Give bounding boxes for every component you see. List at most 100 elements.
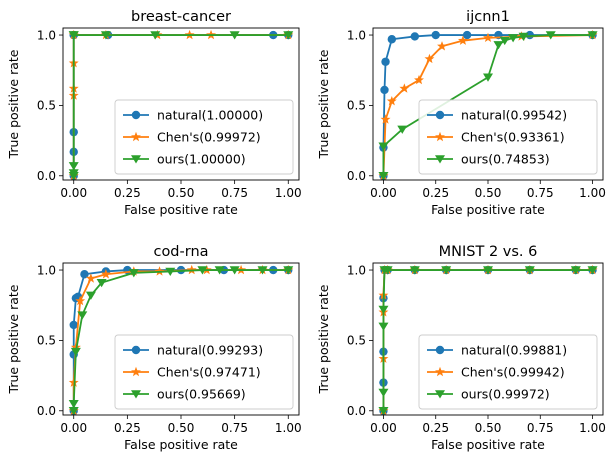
x-tick-label: 0.75 xyxy=(221,421,248,435)
y-axis-label: True positive rate xyxy=(316,284,331,394)
x-tick-label: 0.75 xyxy=(527,421,554,435)
legend-label: natural(0.99542) xyxy=(461,108,567,123)
y-tick-label: 0.0 xyxy=(37,404,56,418)
y-tick-label: 1.0 xyxy=(347,28,366,42)
data-point xyxy=(378,305,389,314)
x-tick-label: 0.25 xyxy=(114,421,141,435)
data-point xyxy=(154,266,165,276)
data-point xyxy=(457,35,468,45)
series-line xyxy=(382,269,593,411)
y-tick-label: 1.0 xyxy=(347,263,366,277)
series-2 xyxy=(378,31,598,180)
data-point xyxy=(545,31,556,40)
plot-frame xyxy=(372,27,604,181)
series-2 xyxy=(68,266,294,415)
plot-frame xyxy=(62,27,300,181)
data-point xyxy=(100,31,111,40)
y-axis-label: True positive rate xyxy=(6,284,21,394)
x-tick-label: 0.75 xyxy=(527,186,554,200)
data-point xyxy=(441,266,452,275)
x-tick-label: 0.00 xyxy=(60,186,87,200)
x-tick-label: 0.75 xyxy=(221,186,248,200)
legend-marker xyxy=(435,366,445,377)
x-axis-label: False positive rate xyxy=(431,437,545,452)
x-axis-label: False positive rate xyxy=(431,202,545,217)
data-point xyxy=(85,291,96,300)
data-point xyxy=(378,388,389,397)
x-tick-label: 1.00 xyxy=(579,421,606,435)
legend-label: Chen's(0.93361) xyxy=(461,130,565,145)
y-tick-label: 0.0 xyxy=(347,169,366,183)
x-tick-label: 0.50 xyxy=(168,421,195,435)
x-tick-label: 0.00 xyxy=(370,186,397,200)
subplot-1: ijcnn1 0.00 0.25 0.50 0.75 1.00 0.0 0.5 1.0 False… xyxy=(316,9,606,217)
data-point xyxy=(508,34,519,43)
y-tick-label: 0.5 xyxy=(347,99,366,113)
data-point xyxy=(68,399,79,409)
data-point xyxy=(414,74,424,85)
x-tick-label: 1.00 xyxy=(275,421,302,435)
y-axis-label: True positive rate xyxy=(6,49,21,159)
data-point xyxy=(493,41,504,50)
data-point xyxy=(378,322,389,331)
series-2 xyxy=(378,266,598,415)
data-point xyxy=(257,266,268,275)
x-tick-label: 0.50 xyxy=(475,186,502,200)
series-2 xyxy=(68,31,294,180)
x-tick-label: 0.25 xyxy=(114,186,141,200)
x-tick-label: 1.00 xyxy=(275,186,302,200)
data-point xyxy=(68,162,79,171)
x-tick-label: 0.50 xyxy=(168,186,195,200)
legend-label: natural(0.99881) xyxy=(461,343,567,358)
legend-label: natural(1.00000) xyxy=(157,108,263,123)
x-axis-label: False positive rate xyxy=(124,202,238,217)
legend-label: Chen's(0.97471) xyxy=(157,365,261,380)
x-tick-label: 1.00 xyxy=(579,186,606,200)
plot-frame xyxy=(372,262,604,416)
data-point xyxy=(462,30,472,40)
legend-label: Chen's(0.99942) xyxy=(461,365,565,380)
y-tick-label: 0.5 xyxy=(347,334,366,348)
data-point xyxy=(75,295,86,306)
data-point xyxy=(387,35,397,44)
y-tick-label: 1.0 xyxy=(37,263,56,277)
data-point xyxy=(524,266,535,275)
legend-marker xyxy=(131,366,141,377)
y-axis-label: True positive rate xyxy=(316,49,331,159)
x-tick-label: 0.25 xyxy=(422,186,449,200)
data-point xyxy=(380,114,391,124)
data-point xyxy=(587,266,598,275)
x-tick-label: 0.00 xyxy=(370,421,397,435)
data-point xyxy=(96,278,107,288)
data-point xyxy=(499,36,510,46)
y-tick-label: 0.5 xyxy=(37,99,56,113)
chart-title: breast-cancer xyxy=(131,9,231,25)
data-point xyxy=(68,31,79,40)
data-point xyxy=(214,266,225,275)
data-point xyxy=(283,31,294,40)
data-point xyxy=(483,73,493,82)
data-point xyxy=(483,266,493,275)
data-point xyxy=(186,264,197,275)
subplot-0: breast-cancer 0.00 0.25 0.50 0.75 1.00 0.0 0.5 1… xyxy=(6,9,302,217)
legend: natural(0.99293) Chen's(0.97471) ours(0.95… xyxy=(114,334,294,410)
data-point xyxy=(197,266,208,275)
legend-label: ours(0.74853) xyxy=(461,152,550,167)
legend-marker xyxy=(435,155,445,164)
data-point xyxy=(431,30,440,40)
data-point xyxy=(229,266,240,275)
legend-marker xyxy=(131,131,141,142)
legend-marker xyxy=(435,110,445,120)
data-point xyxy=(150,31,161,40)
data-point xyxy=(386,95,397,106)
legend-marker xyxy=(131,345,141,355)
y-tick-label: 0.0 xyxy=(37,169,56,183)
legend-label: ours(0.95669) xyxy=(157,387,246,402)
legend: natural(0.99881) Chen's(0.99942) ours(0.99… xyxy=(418,334,598,410)
data-point xyxy=(378,172,389,180)
data-point xyxy=(380,85,389,95)
subplot-2: cod-rna 0.00 0.25 0.50 0.75 1.00 0.0 0.5 1.0 Fals… xyxy=(6,244,302,452)
data-point xyxy=(77,311,88,320)
legend: natural(0.99542) Chen's(0.93361) ours(0.74… xyxy=(418,99,598,175)
data-point xyxy=(518,32,529,41)
